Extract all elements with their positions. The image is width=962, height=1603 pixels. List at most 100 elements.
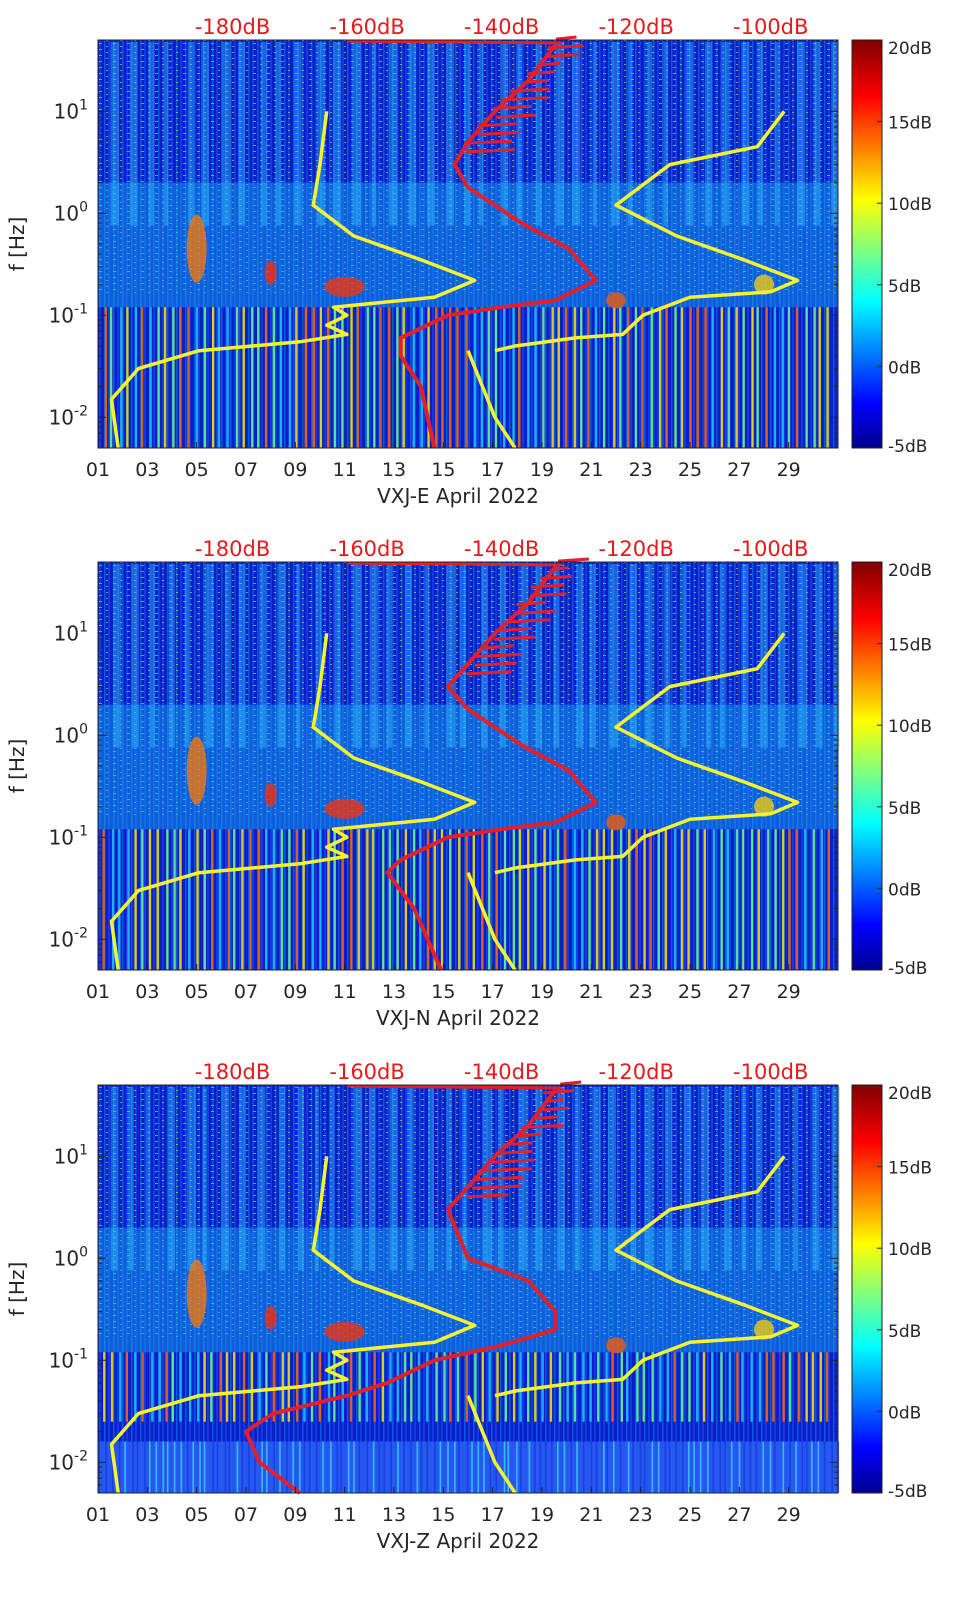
- low-frequency-stripe: [465, 307, 468, 448]
- low-frequency-stripe: [356, 307, 360, 448]
- low-frequency-floor-stripe: [539, 1441, 542, 1493]
- high-frequency-burst: [353, 1087, 363, 1271]
- high-frequency-burst: [518, 1087, 528, 1271]
- x-tick-label: 21: [579, 981, 603, 1003]
- high-frequency-burst: [187, 42, 195, 226]
- colorbar-tick-label: 10dB: [888, 195, 932, 215]
- low-frequency-stripe: [388, 307, 391, 448]
- high-frequency-burst: [704, 42, 713, 226]
- x-tick-label: 03: [135, 459, 159, 481]
- low-frequency-floor-stripe: [707, 1441, 709, 1493]
- low-frequency-stripe: [795, 307, 799, 448]
- high-frequency-burst: [646, 42, 653, 226]
- low-frequency-floor-stripe: [340, 1441, 342, 1493]
- low-frequency-stripe: [157, 307, 160, 448]
- x-tick-label: 05: [185, 1504, 209, 1526]
- energy-hotspot: [324, 1321, 365, 1342]
- low-frequency-stripe: [203, 307, 207, 448]
- low-frequency-stripe: [665, 307, 668, 448]
- low-frequency-stripe: [551, 307, 554, 448]
- low-frequency-stripe: [465, 1352, 468, 1422]
- low-frequency-floor-stripe: [303, 1441, 306, 1493]
- psd-line-jitter: [537, 1106, 569, 1112]
- low-frequency-stripe: [381, 829, 385, 970]
- high-frequency-burst: [664, 564, 671, 748]
- low-frequency-stripe: [458, 829, 461, 970]
- low-frequency-stripe: [756, 307, 759, 448]
- low-frequency-stripe: [711, 1352, 714, 1422]
- low-frequency-stripe: [218, 829, 222, 970]
- low-frequency-floor-stripe: [180, 1441, 183, 1493]
- psd-line-jitter: [543, 1089, 575, 1095]
- low-frequency-stripe: [225, 1352, 229, 1422]
- low-frequency-stripe: [443, 1352, 446, 1422]
- low-frequency-stripe: [811, 1352, 815, 1422]
- low-frequency-stripe: [741, 1352, 744, 1422]
- low-frequency-stripe: [704, 307, 707, 448]
- high-frequency-burst: [352, 42, 362, 226]
- low-frequency-floor-stripe: [162, 1441, 165, 1493]
- low-frequency-stripe: [751, 307, 754, 448]
- energy-hotspot: [264, 1305, 277, 1330]
- high-frequency-burst: [741, 42, 750, 226]
- low-frequency-floor-stripe: [762, 1441, 765, 1493]
- low-frequency-stripe: [389, 1352, 392, 1422]
- low-frequency-stripe: [496, 1352, 499, 1422]
- low-frequency-stripe: [148, 829, 152, 970]
- low-frequency-stripe: [519, 1352, 522, 1422]
- low-frequency-stripe: [264, 307, 268, 448]
- psd-line-jitter: [493, 635, 535, 641]
- psd-line-jitter: [464, 139, 513, 145]
- low-frequency-floor-stripe: [643, 1441, 646, 1493]
- high-frequency-burst: [683, 1087, 692, 1271]
- low-frequency-stripe: [495, 829, 498, 970]
- high-frequency-burst: [352, 564, 362, 748]
- low-frequency-stripe: [420, 307, 424, 448]
- microseism-band: [98, 704, 838, 830]
- high-frequency-burst: [168, 1087, 176, 1271]
- low-frequency-floor-stripe: [471, 1441, 473, 1493]
- colorbar-tick-label: 10dB: [888, 717, 932, 737]
- low-frequency-floor-stripe: [358, 1441, 361, 1493]
- x-tick-label: 01: [86, 981, 110, 1003]
- low-frequency-stripe: [735, 307, 738, 448]
- high-frequency-burst: [556, 1087, 566, 1271]
- low-frequency-stripe: [310, 1352, 314, 1422]
- low-frequency-stripe: [350, 829, 353, 970]
- psd-line-jitter: [519, 609, 556, 615]
- low-frequency-stripe: [651, 1352, 654, 1422]
- x-tick-label: 17: [481, 459, 505, 481]
- x-tick-label: 01: [86, 1504, 110, 1526]
- low-frequency-stripe: [203, 1352, 206, 1422]
- low-frequency-floor-stripe: [603, 1441, 605, 1493]
- psd-line-jitter: [477, 122, 518, 128]
- low-frequency-floor-stripe: [755, 1441, 758, 1493]
- low-frequency-stripe: [711, 307, 714, 448]
- psd-line-jitter: [466, 1193, 509, 1199]
- x-tick-label: 13: [382, 459, 406, 481]
- high-frequency-burst: [259, 564, 267, 748]
- low-frequency-stripe: [279, 307, 283, 448]
- colorbar-tick-label: 5dB: [888, 1322, 921, 1342]
- psd-line-jitter: [527, 70, 555, 76]
- low-frequency-floor-stripe: [657, 1441, 660, 1493]
- low-frequency-stripe: [472, 829, 476, 970]
- low-frequency-stripe: [396, 829, 399, 970]
- high-frequency-burst: [110, 1087, 118, 1271]
- psd-line-jitter: [478, 1167, 532, 1173]
- psd-line-jitter: [555, 35, 577, 41]
- low-frequency-floor-stripe: [769, 1441, 772, 1493]
- spectrogram-panel-3: 01 03 05 07 09 11 13 15 17 19 21 23 25 27 29 VXJ-Z Apri…: [5, 1060, 932, 1553]
- x-tick-label: 19: [530, 1504, 554, 1526]
- low-frequency-stripe: [179, 1352, 182, 1422]
- high-frequency-burst: [796, 42, 805, 226]
- low-frequency-stripe: [556, 829, 560, 970]
- x-tick-label: 11: [333, 981, 357, 1003]
- low-frequency-stripe: [549, 829, 552, 970]
- low-frequency-stripe: [726, 829, 729, 970]
- low-frequency-stripe: [265, 1352, 268, 1422]
- low-frequency-stripe: [109, 307, 113, 448]
- low-frequency-stripe: [326, 307, 330, 448]
- low-frequency-stripe: [680, 307, 684, 448]
- energy-hotspot: [754, 796, 774, 817]
